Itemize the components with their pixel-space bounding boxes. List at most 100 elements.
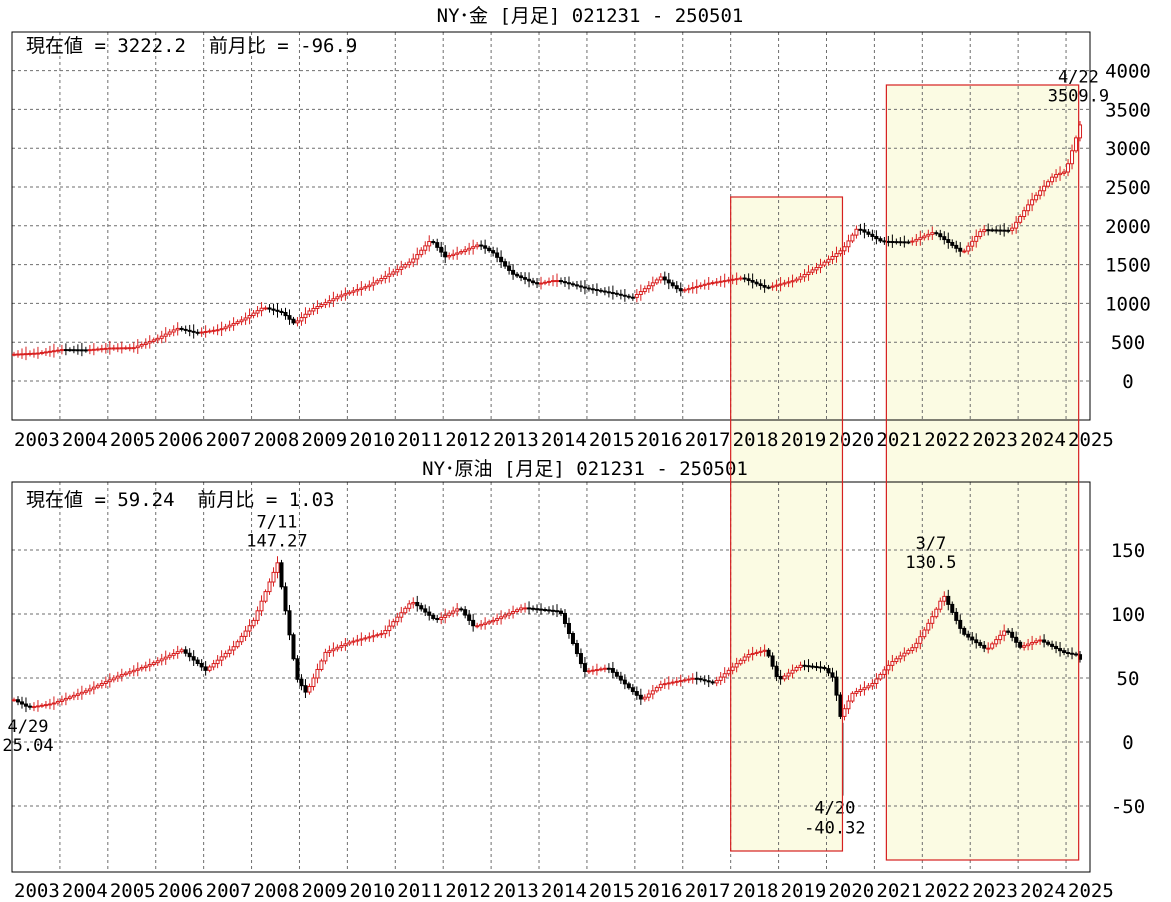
gold-candle-body xyxy=(431,241,436,244)
oil-candle-body xyxy=(902,652,907,657)
gold-candle-body xyxy=(922,235,927,239)
gold-candle-body xyxy=(822,261,827,266)
gold-x-tick-label: 2013 xyxy=(493,429,539,451)
oil-candle-body xyxy=(295,658,300,680)
gold-candle-body xyxy=(383,275,388,280)
gold-candle-body xyxy=(1022,210,1027,217)
gold-candle-body xyxy=(327,300,332,304)
gold-x-tick-label: 2007 xyxy=(206,429,252,451)
oil-candle-body xyxy=(862,687,867,691)
gold-y-tick-label: 2000 xyxy=(1105,216,1151,238)
gold-x-tick-label: 2022 xyxy=(924,429,970,451)
oil-x-tick-label: 2023 xyxy=(972,880,1018,902)
oil-candle-body xyxy=(12,699,16,702)
gold-candle-body xyxy=(998,229,1003,232)
gold-candle-body xyxy=(642,288,647,293)
gold-candle-body xyxy=(734,278,739,281)
oil-candle-body xyxy=(499,616,504,620)
oil-x-tick-label: 2004 xyxy=(62,880,108,902)
gold-candle-body xyxy=(403,264,408,268)
oil-candle-body xyxy=(283,586,288,612)
gold-candle-body xyxy=(215,329,220,332)
oil-candle-body xyxy=(551,609,555,612)
oil-candle-body xyxy=(463,609,468,616)
gold-candle-body xyxy=(930,232,935,235)
oil-y-tick-label: 50 xyxy=(1117,668,1140,690)
oil-candle-body xyxy=(287,610,292,636)
oil-candle-body xyxy=(870,682,875,687)
gold-candle-body xyxy=(562,281,567,284)
gold-candle-body xyxy=(634,293,639,298)
oil-candle-body xyxy=(658,683,663,689)
oil-candle-body xyxy=(427,611,432,616)
oil-candle-body xyxy=(247,625,252,632)
oil-candle-body xyxy=(379,633,384,636)
gold-candle-body xyxy=(1066,163,1071,173)
gold-candle-body xyxy=(147,340,152,344)
gold-candle-body xyxy=(758,283,763,287)
gold-candle-body xyxy=(786,281,791,284)
gold-candle-body xyxy=(151,339,156,342)
oil-candle-body xyxy=(523,607,528,610)
oil-candle-body xyxy=(666,682,671,685)
oil-candle-body xyxy=(1070,652,1075,655)
gold-candle-body xyxy=(602,290,607,293)
gold-candle-body xyxy=(487,247,492,252)
oil-candle-body xyxy=(503,614,508,618)
oil-candle-body xyxy=(395,616,400,623)
oil-candle-body xyxy=(63,697,68,701)
oil-candle-body xyxy=(231,646,236,651)
oil-candle-body xyxy=(123,672,128,676)
gold-candle-body xyxy=(790,280,795,283)
gold-candle-body xyxy=(558,280,563,283)
gold-candle-body xyxy=(363,286,368,289)
gold-candle-body xyxy=(495,252,500,258)
oil-candle-body xyxy=(962,627,967,635)
gold-candle-body xyxy=(99,348,104,351)
oil-annotation-value: 130.5 xyxy=(905,553,956,573)
oil-candle-body xyxy=(990,643,995,649)
oil-candle-body xyxy=(343,643,348,647)
oil-candle-body xyxy=(483,622,488,625)
oil-candle-body xyxy=(918,636,923,644)
gold-candle-body xyxy=(507,265,512,271)
oil-candle-body xyxy=(610,668,615,673)
gold-candle-body xyxy=(199,331,204,334)
oil-x-tick-label: 2010 xyxy=(349,880,395,902)
oil-candle-body xyxy=(391,621,396,627)
oil-y-tick-label: 0 xyxy=(1122,732,1133,754)
gold-candle-body xyxy=(343,293,348,296)
oil-candle-body xyxy=(407,603,412,609)
oil-candle-body xyxy=(167,654,172,658)
oil-x-tick-label: 2013 xyxy=(493,880,539,902)
gold-title: NY･金 [月足] 021231 - 250501 xyxy=(437,5,744,27)
oil-candle-body xyxy=(1014,636,1019,643)
gold-candle-body xyxy=(774,284,779,287)
oil-candle-body xyxy=(175,651,180,654)
gold-candle-body xyxy=(467,247,472,251)
gold-candle-body xyxy=(1050,176,1055,183)
gold-x-tick-label: 2020 xyxy=(828,429,874,451)
gold-candle-body xyxy=(71,349,76,352)
gold-y-ticks: 0 500 1000 1500 2000 2500 3000 3500 4000 xyxy=(1105,61,1151,393)
oil-candle-body xyxy=(43,704,48,707)
oil-candle-body xyxy=(451,610,456,614)
gold-candle-body xyxy=(515,273,520,277)
oil-candle-body xyxy=(319,660,324,670)
oil-candle-body xyxy=(690,677,695,680)
gold-candle-body xyxy=(1054,174,1059,178)
gold-candle-body xyxy=(1070,150,1075,165)
oil-candle-body xyxy=(87,688,92,692)
gold-candle-body xyxy=(279,310,284,313)
gold-plot-frame xyxy=(11,31,1091,421)
gold-candle-body xyxy=(143,342,148,346)
gold-candle-body xyxy=(678,288,683,292)
gold-candle-body xyxy=(866,231,871,235)
gold-candle-body xyxy=(247,315,252,319)
gold-candle-body xyxy=(191,330,196,333)
oil-candle-body xyxy=(874,678,879,684)
oil-candle-body xyxy=(279,562,284,588)
oil-candle-body xyxy=(922,629,927,638)
oil-candle-body xyxy=(890,661,895,666)
oil-candle-body xyxy=(970,636,975,641)
